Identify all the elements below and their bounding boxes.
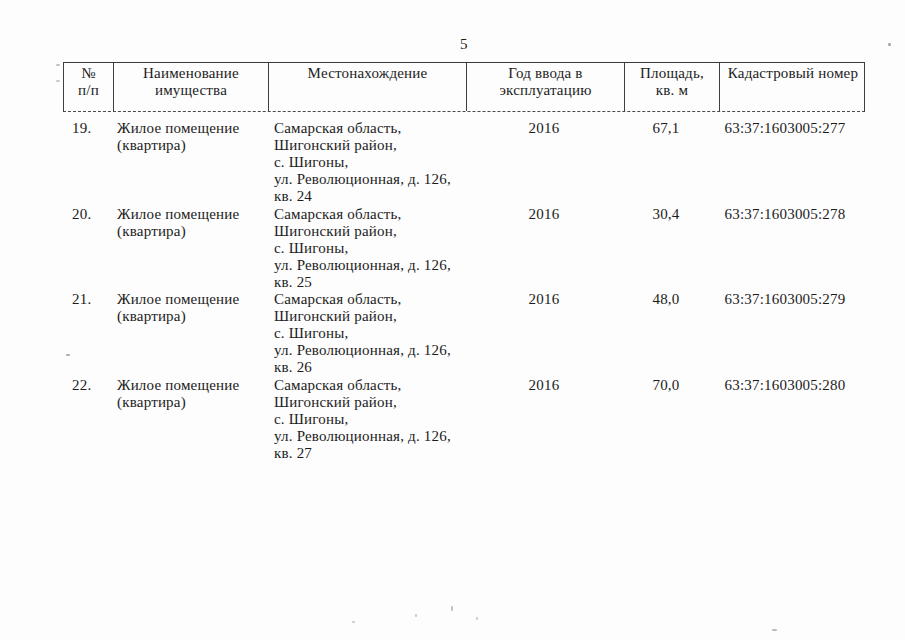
cell-year: 2016 [465, 120, 623, 206]
cell-name: Жилое помещение (квартира) [112, 291, 267, 377]
scan-artifact [476, 617, 478, 620]
scan-artifact [56, 80, 60, 82]
cell-name: Жилое помещение (квартира) [112, 377, 267, 463]
table-row: 20. Жилое помещение (квартира) Самарская… [63, 206, 865, 292]
cell-year: 2016 [465, 377, 623, 463]
scan-artifact [888, 43, 891, 46]
scan-artifact [352, 621, 355, 623]
cell-year: 2016 [465, 291, 623, 377]
cell-area: 70,0 [623, 377, 718, 463]
cell-area: 30,4 [623, 206, 718, 292]
column-header-name: Наименование имущества [113, 63, 268, 111]
cell-cadastral: 63:37:1603005:277 [718, 120, 865, 206]
table-row: 21. Жилое помещение (квартира) Самарская… [63, 291, 865, 377]
cell-name: Жилое помещение (квартира) [112, 120, 267, 206]
scan-artifact [772, 629, 777, 631]
cell-cadastral: 63:37:1603005:279 [718, 291, 865, 377]
table-body: 19. Жилое помещение (квартира) Самарская… [63, 120, 865, 462]
cell-location: Самарская область, Шигонский район, с. Ш… [267, 377, 465, 463]
cell-area: 48,0 [623, 291, 718, 377]
column-header-num: № п/п [64, 63, 113, 111]
scan-artifact [451, 606, 453, 611]
cell-num: 21. [63, 291, 112, 377]
cell-num: 20. [63, 206, 112, 292]
document-page: 5 № п/п Наименование имущества Местонахо… [0, 0, 905, 640]
cell-year: 2016 [465, 206, 623, 292]
table-row: 22. Жилое помещение (квартира) Самарская… [63, 377, 865, 463]
cell-name: Жилое помещение (квартира) [112, 206, 267, 292]
page-number: 5 [63, 36, 865, 53]
property-table: № п/п Наименование имущества Местонахожд… [63, 62, 865, 462]
column-header-area: Площадь, кв. м [624, 63, 719, 111]
cell-location: Самарская область, Шигонский район, с. Ш… [267, 291, 465, 377]
cell-cadastral: 63:37:1603005:280 [718, 377, 865, 463]
cell-location: Самарская область, Шигонский район, с. Ш… [267, 120, 465, 206]
cell-location: Самарская область, Шигонский район, с. Ш… [267, 206, 465, 292]
column-header-location: Местонахождение [268, 63, 466, 111]
table-header-row: № п/п Наименование имущества Местонахожд… [63, 62, 865, 112]
column-header-year: Год ввода в эксплуатацию [466, 63, 624, 111]
scan-artifact [66, 354, 70, 356]
cell-area: 67,1 [623, 120, 718, 206]
column-header-cadastral: Кадастровый номер [719, 63, 866, 111]
cell-cadastral: 63:37:1603005:278 [718, 206, 865, 292]
scan-artifact [56, 64, 60, 66]
table-row: 19. Жилое помещение (квартира) Самарская… [63, 120, 865, 206]
cell-num: 22. [63, 377, 112, 463]
scan-artifact [415, 614, 417, 617]
cell-num: 19. [63, 120, 112, 206]
